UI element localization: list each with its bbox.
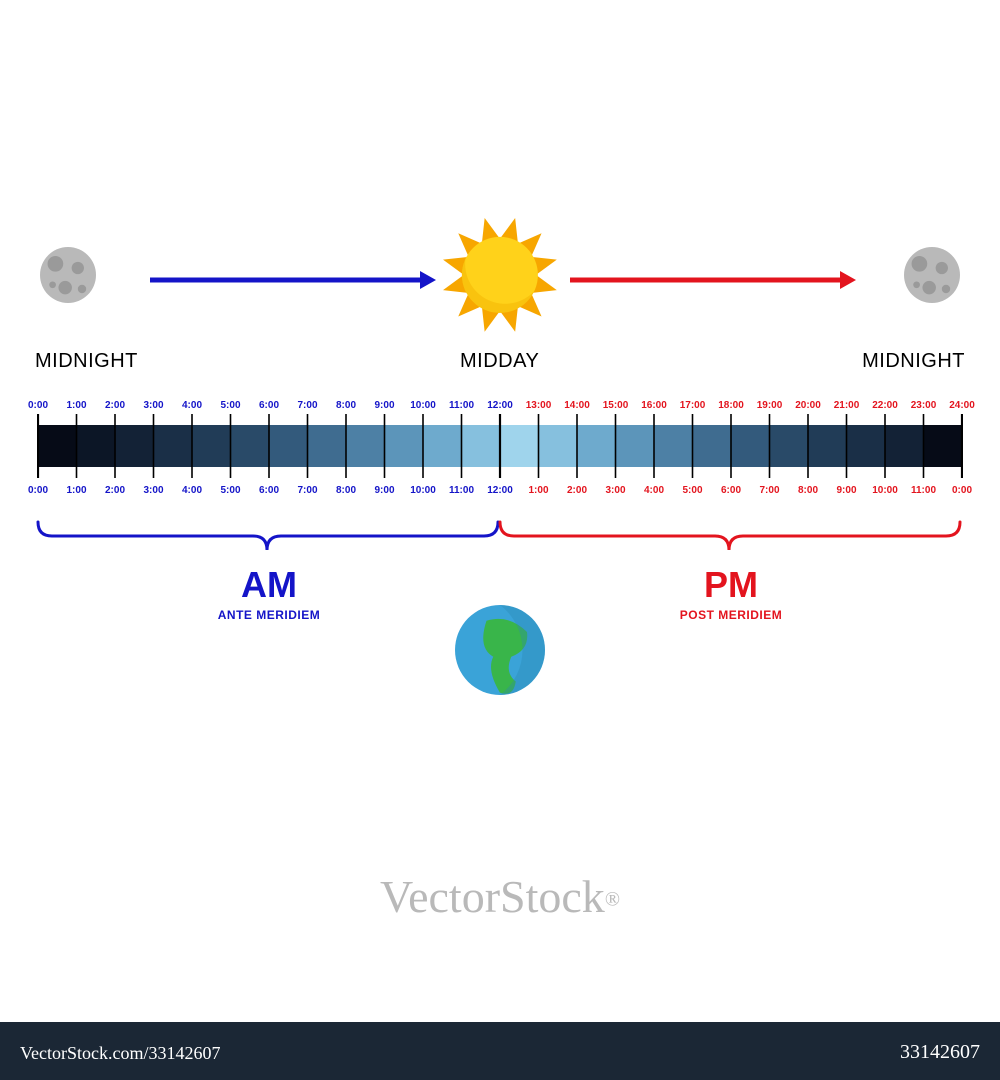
label-midnight-right: MIDNIGHT: [862, 350, 965, 373]
tick-top: 13:00: [526, 400, 552, 411]
tick-bottom: 0:00: [28, 485, 48, 496]
tick-top: 24:00: [949, 400, 975, 411]
tick-bottom: 5:00: [220, 485, 240, 496]
pm-label: PM: [704, 564, 758, 606]
tick-top: 16:00: [641, 400, 667, 411]
tick-bottom: 2:00: [105, 485, 125, 496]
tick-top: 19:00: [757, 400, 783, 411]
watermark: VectorStock®: [380, 870, 620, 923]
tick-top: 8:00: [336, 400, 356, 411]
moon-right-icon: [902, 245, 962, 305]
label-midnight-left: MIDNIGHT: [35, 350, 138, 373]
tick-bottom: 4:00: [182, 485, 202, 496]
tick-bottom: 9:00: [836, 485, 856, 496]
tick-bottom: 11:00: [449, 485, 474, 496]
tick-top: 3:00: [143, 400, 163, 411]
tick-bottom: 1:00: [66, 485, 86, 496]
tick-bottom: 10:00: [872, 485, 898, 496]
am-sublabel: ANTE MERIDIEM: [218, 608, 321, 622]
tick-top: 12:00: [487, 400, 513, 411]
tick-bottom: 11:00: [911, 485, 936, 496]
tick-bottom: 9:00: [374, 485, 394, 496]
tick-bottom: 8:00: [798, 485, 818, 496]
tick-top: 5:00: [220, 400, 240, 411]
tick-bottom: 5:00: [682, 485, 702, 496]
tick-bottom: 7:00: [297, 485, 317, 496]
am-arrow: [150, 268, 438, 292]
tick-top: 10:00: [410, 400, 436, 411]
earth-icon: [453, 603, 547, 697]
tick-bottom: 7:00: [759, 485, 779, 496]
tick-top: 6:00: [259, 400, 279, 411]
tick-top: 17:00: [680, 400, 706, 411]
pm-arrow: [570, 268, 858, 292]
tick-bottom: 6:00: [721, 485, 741, 496]
tick-top: 9:00: [374, 400, 394, 411]
watermark-brand: VectorStock: [380, 871, 605, 922]
label-midday: MIDDAY: [460, 350, 539, 373]
tick-top: 11:00: [449, 400, 474, 411]
tick-bottom: 10:00: [410, 485, 436, 496]
tick-bottom: 8:00: [336, 485, 356, 496]
tick-top: 15:00: [603, 400, 629, 411]
tick-top: 22:00: [872, 400, 898, 411]
tick-top: 7:00: [297, 400, 317, 411]
tick-bottom: 6:00: [259, 485, 279, 496]
tick-bottom: 3:00: [605, 485, 625, 496]
pm-sublabel: POST MERIDIEM: [680, 608, 783, 622]
tick-bottom: 1:00: [528, 485, 548, 496]
footer-left-text: VectorStock.com/33142607: [20, 1043, 220, 1064]
tick-bottom: 3:00: [143, 485, 163, 496]
tick-top: 2:00: [105, 400, 125, 411]
tick-bottom: 0:00: [952, 485, 972, 496]
moon-left-icon: [38, 245, 98, 305]
tick-top: 1:00: [66, 400, 86, 411]
sun-icon: [439, 214, 561, 336]
footer-right-id: 33142607: [900, 1041, 980, 1064]
tick-bottom: 4:00: [644, 485, 664, 496]
tick-top: 4:00: [182, 400, 202, 411]
tick-top: 18:00: [718, 400, 744, 411]
watermark-reg: ®: [605, 889, 620, 911]
tick-top: 20:00: [795, 400, 821, 411]
tick-top: 0:00: [28, 400, 48, 411]
time-gradient-bar: [37, 414, 963, 478]
tick-bottom: 2:00: [567, 485, 587, 496]
tick-top: 21:00: [834, 400, 860, 411]
tick-top: 14:00: [564, 400, 590, 411]
tick-top: 23:00: [911, 400, 937, 411]
tick-bottom: 12:00: [487, 485, 513, 496]
am-label: AM: [241, 564, 297, 606]
